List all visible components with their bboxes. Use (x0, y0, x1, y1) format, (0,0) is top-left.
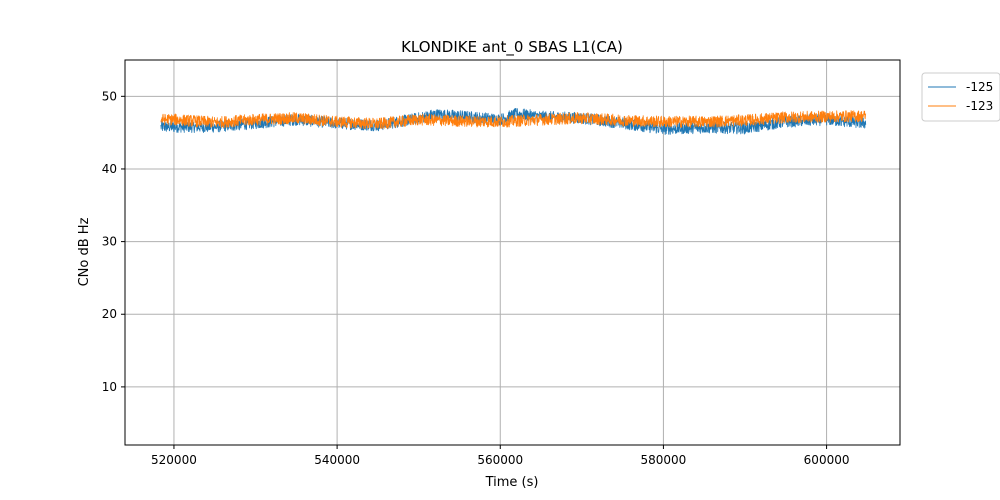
x-tick-label: 600000 (804, 453, 850, 467)
plot-frame (124, 59, 901, 446)
x-tick-label: 520000 (151, 453, 197, 467)
y-tick-label: 20 (102, 307, 117, 321)
legend-label-1: -123 (966, 99, 993, 113)
y-axis-ticks: 10 20 30 40 50 (102, 89, 125, 394)
y-tick-label: 40 (102, 162, 117, 176)
series-line-1 (160, 110, 867, 130)
x-tick-label: 540000 (314, 453, 360, 467)
x-axis-label: Time (s) (485, 475, 539, 490)
legend: -125 -123 (921, 72, 1000, 122)
x-axis-ticks: 520000 540000 560000 580000 600000 (151, 445, 849, 467)
y-tick-label: 10 (102, 380, 117, 394)
x-tick-label: 580000 (641, 453, 687, 467)
legend-label-0: -125 (966, 80, 993, 94)
chart-title: KLONDIKE ant_0 SBAS L1(CA) (401, 38, 623, 57)
series-layer (160, 108, 867, 135)
legend-box (921, 72, 1000, 122)
y-tick-label: 30 (102, 235, 117, 249)
y-tick-label: 50 (102, 89, 117, 103)
x-tick-label: 560000 (477, 453, 523, 467)
y-axis-label: CNo dB Hz (77, 217, 92, 286)
